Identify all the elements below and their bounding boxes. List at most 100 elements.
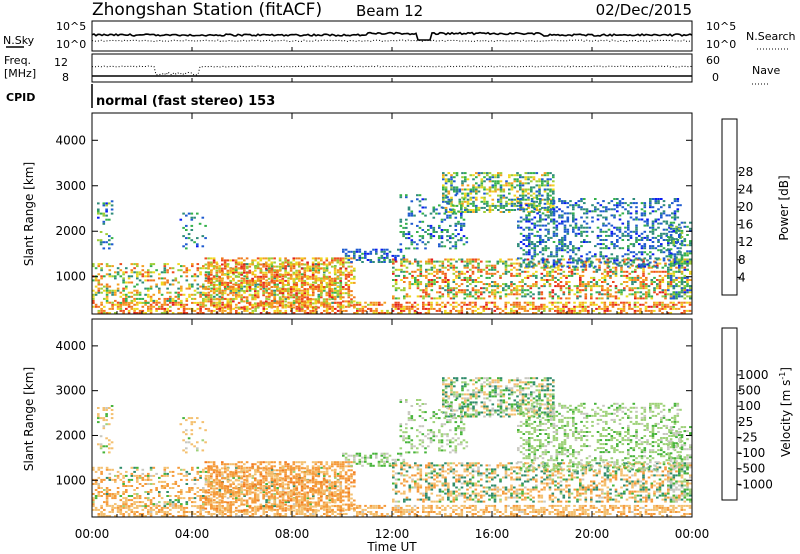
power-cell (309, 309, 312, 312)
power-cell (298, 271, 301, 274)
power-cell (367, 307, 370, 310)
power-cell (218, 265, 221, 268)
power-cell (526, 276, 530, 279)
power-cell (568, 291, 571, 294)
power-cell (507, 264, 511, 267)
power-cell (689, 270, 692, 273)
power-cell (610, 234, 614, 237)
power-cell (494, 204, 497, 207)
power-cell (588, 241, 592, 243)
power-cell (623, 289, 626, 292)
power-cell (92, 293, 95, 296)
power-cell (278, 265, 282, 268)
power-cell (655, 301, 659, 304)
power-cell (536, 253, 539, 256)
power-cell (403, 297, 406, 300)
power-cell (155, 285, 158, 288)
power-cell (449, 208, 452, 211)
velocity-cell (169, 504, 172, 507)
power-cell (510, 281, 513, 283)
power-cell (524, 266, 527, 269)
power-cell (555, 251, 559, 254)
power-cell (298, 257, 301, 260)
power-cell (555, 253, 559, 256)
power-cell (213, 305, 216, 308)
power-cell (538, 192, 541, 195)
velocity-cell (100, 504, 103, 507)
power-cell (607, 265, 611, 268)
power-cell (292, 273, 296, 276)
power-cell (322, 263, 326, 266)
velocity-cell (185, 506, 189, 509)
power-cell (493, 291, 497, 294)
power-cell (497, 204, 500, 207)
power-cell (380, 309, 384, 312)
power-cell (240, 296, 243, 299)
power-cell (416, 260, 420, 263)
power-cell (631, 270, 634, 273)
power-cell (336, 295, 340, 298)
power-cell (513, 180, 517, 183)
power-cell (196, 275, 200, 278)
power-cell (651, 220, 655, 223)
power-cell (436, 291, 439, 294)
power-cell (679, 232, 682, 235)
power-cell (504, 293, 508, 296)
power-cell (273, 271, 277, 274)
power-cell (246, 299, 249, 302)
power-cell (262, 281, 265, 284)
power-cell (284, 279, 287, 282)
power-cell (232, 267, 235, 270)
power-cell (686, 301, 689, 304)
power-cell (347, 305, 351, 308)
power-cell (160, 271, 164, 274)
power-cell (416, 268, 420, 271)
power-cell (627, 212, 630, 215)
power-cell (407, 214, 411, 217)
power-cell (680, 256, 684, 259)
power-cell (353, 254, 356, 257)
power-cell (298, 275, 301, 278)
power-cell (686, 276, 689, 279)
power-cell (522, 210, 526, 213)
power-cell (331, 290, 334, 293)
power-cell (424, 247, 427, 250)
power-cell (667, 244, 670, 247)
power-cell (185, 279, 189, 282)
power-cell (638, 239, 641, 241)
power-cell (427, 295, 431, 298)
power-cell (574, 204, 578, 207)
power-cell (152, 301, 156, 304)
power-cell (491, 198, 495, 201)
power-cell (229, 279, 232, 282)
power-cell (425, 291, 428, 294)
power-cell (358, 259, 362, 261)
power-cell (353, 304, 356, 307)
power-cell (284, 297, 288, 300)
power-cell (669, 293, 673, 296)
power-cell (232, 307, 235, 310)
power-cell (193, 216, 196, 219)
power-cell (618, 228, 622, 231)
power-cell (602, 206, 605, 209)
power-cell (212, 275, 216, 278)
power-cell (673, 259, 677, 262)
power-cell (317, 288, 320, 291)
power-cell (565, 283, 568, 286)
power-cell (108, 265, 112, 268)
power-cell (631, 279, 634, 281)
power-cell (320, 304, 323, 307)
power-cell (676, 253, 680, 256)
power-cell (475, 190, 478, 193)
power-cell (259, 267, 263, 270)
power-cell (579, 281, 582, 283)
power-cell (689, 297, 692, 300)
power-cell (557, 295, 560, 298)
power-cell (521, 176, 525, 179)
power-cell (224, 265, 227, 268)
power-cell (314, 281, 318, 284)
velocity-cell (94, 508, 98, 511)
power-cell (507, 312, 510, 314)
power-cell (166, 309, 169, 312)
velocity-cell (199, 515, 202, 517)
